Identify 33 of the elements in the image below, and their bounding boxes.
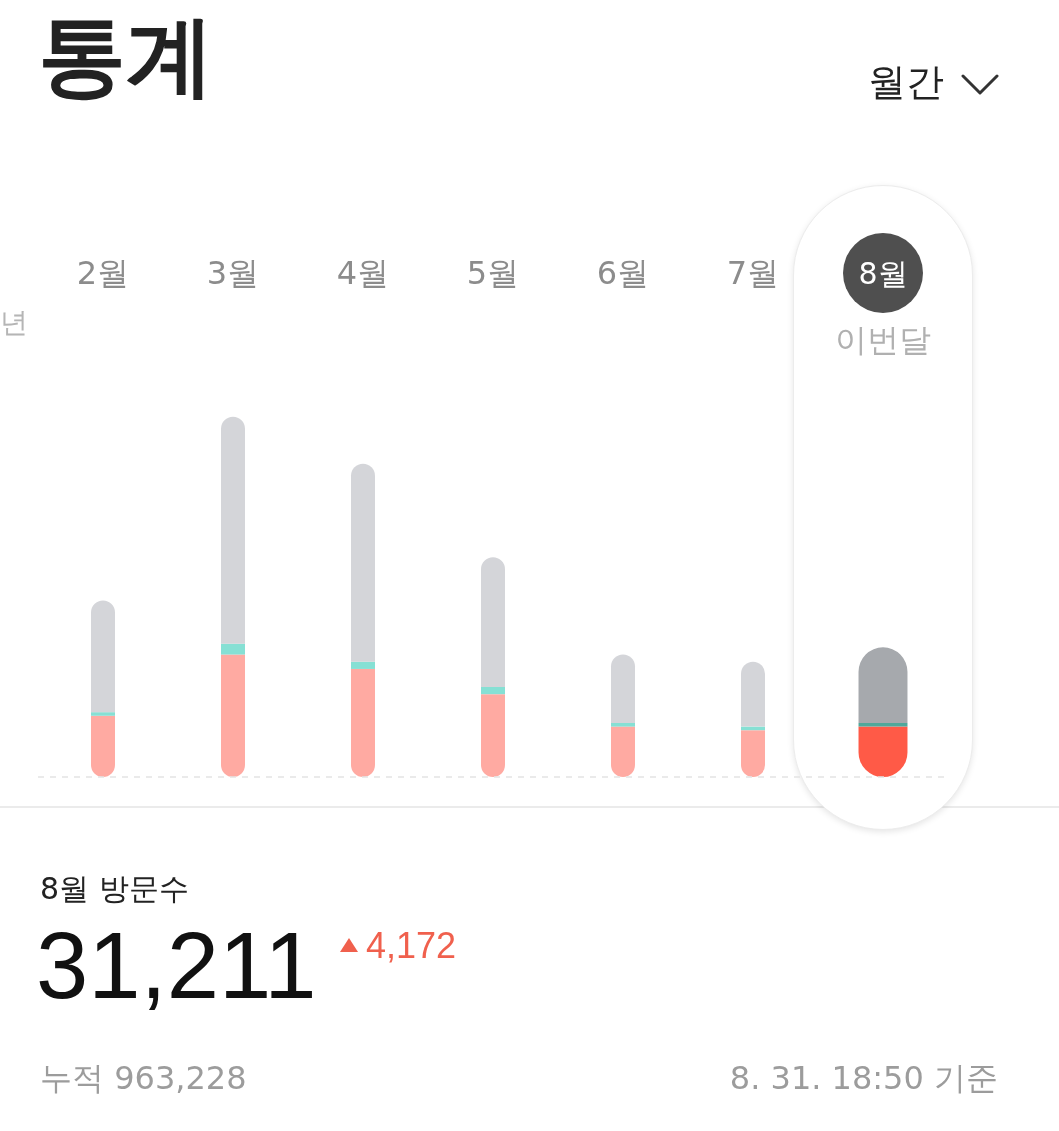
text: 8월 방문수: [40, 871, 189, 906]
x-tick-label: 6월: [596, 254, 650, 292]
x-tick-label: 8월: [858, 255, 908, 291]
text: 월간: [868, 60, 944, 105]
text: 4,172: [366, 925, 457, 967]
bar: [481, 686, 505, 695]
bar: [221, 643, 245, 655]
bar: [351, 661, 375, 669]
x-tick-label: 2월: [76, 254, 130, 292]
bar: [611, 722, 635, 727]
bar: [611, 726, 635, 777]
bar: [351, 668, 375, 777]
bar: [91, 600, 115, 713]
bar: [221, 654, 245, 777]
text: 누적 963,228: [40, 1058, 247, 1097]
bar: [351, 463, 375, 662]
bar: [91, 715, 115, 777]
text: 이번달: [835, 320, 931, 359]
text: 년: [0, 306, 28, 340]
bar: [91, 712, 115, 716]
bar: [741, 730, 765, 777]
text: 8. 31. 18:50 기준: [729, 1058, 998, 1097]
text: 31,211: [36, 912, 317, 1018]
bar: [221, 416, 245, 644]
x-tick-label: 4월: [336, 254, 390, 292]
bar: [481, 557, 505, 687]
chart-title: 통계: [38, 4, 214, 107]
bar: [611, 654, 635, 723]
x-tick-label: 7월: [726, 254, 780, 292]
x-tick-label: 3월: [206, 254, 260, 292]
bar: [481, 694, 505, 777]
bar: [741, 661, 765, 727]
x-tick-label: 5월: [466, 254, 520, 292]
